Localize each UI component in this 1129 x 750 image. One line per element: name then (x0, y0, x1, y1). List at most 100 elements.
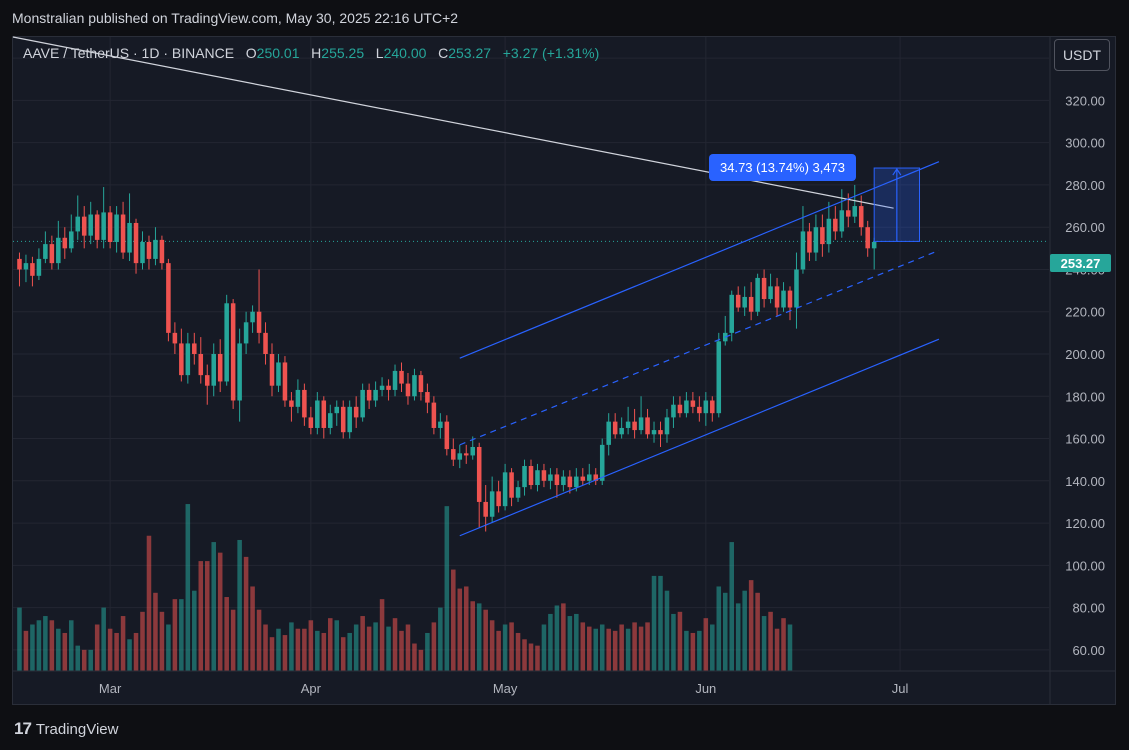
candle-body (651, 430, 657, 435)
candle-body (489, 491, 495, 517)
price-axis: 60.00 80.00 100.00 120.00 140.00 160.00 180.00… (1049, 37, 1105, 705)
candle-body (412, 375, 417, 397)
volume-bar (101, 607, 106, 671)
candle-body (476, 446, 482, 502)
symbol-legend[interactable]: AAVE / TetherUS · 1D · BINANCE O250.01 H… (23, 45, 599, 61)
drawing-overlays (12, 36, 940, 537)
candle-body (541, 470, 547, 481)
volume-bar (250, 586, 255, 671)
candle-body (761, 277, 767, 300)
candle-body (263, 332, 268, 354)
volume-bar (431, 622, 437, 671)
volume-bar (502, 624, 508, 671)
candle-body (561, 476, 566, 486)
volume-bar (625, 628, 631, 671)
volume-bar (172, 599, 178, 671)
symbol-name[interactable]: AAVE / TetherUS · 1D · BINANCE (23, 45, 235, 61)
price-tick-label: 280.00 (1065, 178, 1105, 193)
candle-body (224, 303, 229, 382)
volume-bar (761, 616, 767, 671)
volume-bar (638, 626, 644, 671)
candle-body (483, 501, 488, 517)
candle-body (425, 392, 430, 403)
candle-body (509, 472, 514, 498)
volume-bar (321, 632, 327, 671)
candle-body (399, 370, 404, 384)
volume-bar (334, 620, 340, 671)
volume-bar (606, 628, 611, 671)
candle-body (315, 400, 320, 428)
candle-body (198, 354, 204, 376)
candle-body (774, 286, 780, 308)
candle-body (237, 343, 242, 401)
volume-bar (405, 624, 411, 671)
volume-bar (489, 620, 495, 671)
candle-body (276, 362, 281, 386)
volume-bar (120, 616, 126, 671)
volume-bar (23, 630, 29, 671)
tradingview-brand[interactable]: 17 TradingView (14, 719, 118, 739)
volume-bar (366, 626, 372, 671)
volume-bar (159, 611, 165, 671)
volume-bar (386, 626, 391, 671)
candle-body (133, 222, 139, 264)
channel-mid-line[interactable] (459, 249, 940, 446)
candle-body (127, 222, 132, 253)
channel-upper-line[interactable] (459, 161, 940, 359)
volume-bar (619, 624, 624, 671)
volume-bar (599, 624, 605, 671)
candle-body (140, 241, 145, 264)
volume-bar (677, 611, 683, 671)
volume-bar (36, 620, 42, 671)
channel-lower-line[interactable] (459, 338, 940, 537)
volume-bar (379, 599, 385, 671)
candle-body (522, 466, 527, 488)
price-tick-label: 320.00 (1065, 93, 1105, 108)
candle-body (735, 294, 741, 308)
volume-bar (710, 624, 715, 671)
candle-body (75, 216, 81, 232)
volume-bar (774, 628, 780, 671)
currency-button[interactable]: USDT (1054, 39, 1110, 71)
low-value: 240.00 (383, 45, 427, 61)
price-tick-label: 260.00 (1065, 220, 1105, 235)
candle-body (431, 402, 437, 428)
time-tick-label: Jun (695, 681, 716, 696)
price-tick-label: 80.00 (1072, 601, 1105, 616)
volume-bar (664, 590, 670, 671)
candle-body (697, 406, 702, 414)
volume-bar (192, 590, 197, 671)
candle-body (94, 214, 100, 240)
candle-body (496, 491, 501, 507)
candle-body (800, 231, 806, 270)
candle-body (632, 421, 637, 431)
volume-bar (328, 618, 333, 671)
resistance-trendline[interactable] (12, 36, 894, 209)
volume-bars (17, 504, 793, 671)
volume-bar (256, 609, 262, 671)
time-tick-label: Apr (301, 681, 322, 696)
candle-body (606, 421, 611, 445)
volume-bar (237, 539, 242, 671)
volume-bar (30, 624, 35, 671)
low-label: L (375, 45, 384, 61)
candle-body (807, 231, 812, 253)
candle-body (185, 343, 191, 376)
volume-bar (535, 645, 540, 671)
candle-body (535, 470, 540, 486)
volume-bar (515, 632, 521, 671)
tradingview-logo-icon: 17 (14, 719, 32, 738)
candle-body (833, 218, 838, 232)
volume-bar (554, 605, 560, 671)
measure-label[interactable]: 34.73 (13.74%) 3,473 (709, 154, 857, 181)
volume-bar (224, 597, 229, 671)
candle-body (321, 400, 327, 428)
volume-bar (580, 622, 586, 671)
volume-bar (81, 649, 87, 671)
volume-bar (315, 630, 320, 671)
volume-bar (69, 620, 74, 671)
candle-body (444, 421, 450, 450)
volume-bar (308, 620, 314, 671)
price-tick-label: 160.00 (1065, 432, 1105, 447)
